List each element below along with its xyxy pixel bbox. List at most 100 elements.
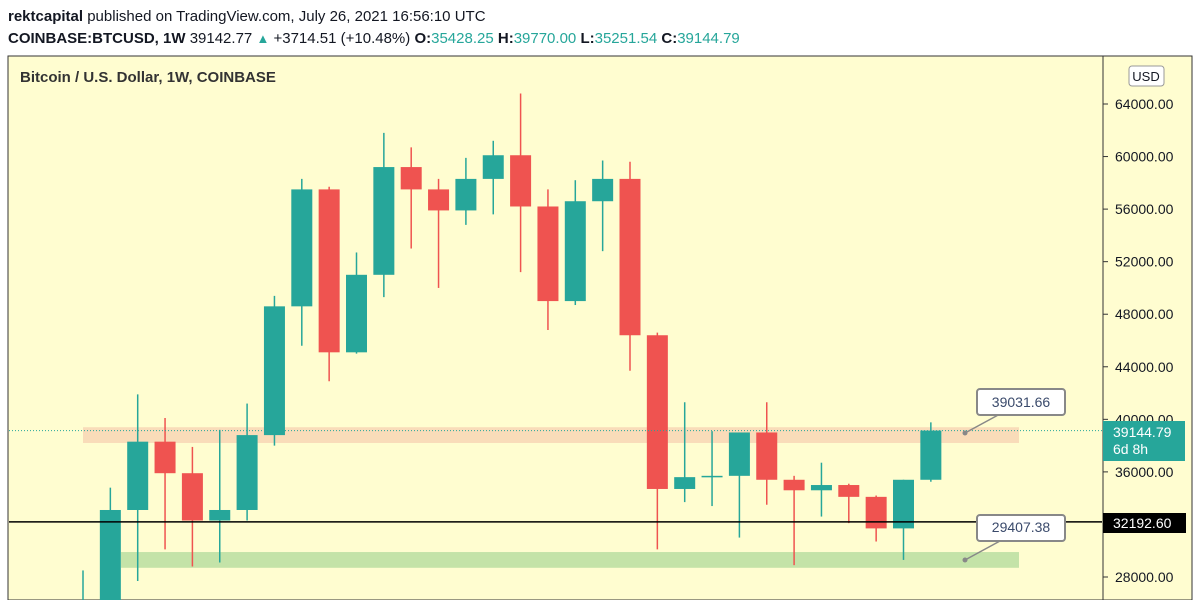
hline-price-label: 32192.60 xyxy=(1113,515,1172,531)
candle xyxy=(920,422,942,482)
candle xyxy=(728,432,750,538)
candle xyxy=(510,93,532,273)
candle-body xyxy=(865,496,887,529)
currency-button[interactable]: USD xyxy=(1128,65,1165,87)
callout-upper-dot xyxy=(962,430,968,436)
candle-body xyxy=(701,475,723,478)
candle-body xyxy=(346,274,367,353)
candles-layer xyxy=(82,93,942,600)
callout-upper[interactable]: 39031.66 xyxy=(962,388,1066,436)
candle-body xyxy=(646,335,668,489)
candle xyxy=(209,429,231,563)
candle xyxy=(482,140,504,215)
candle-body xyxy=(592,178,614,202)
resistance-zone xyxy=(83,427,1019,443)
high-value: 39770.00 xyxy=(513,30,577,47)
candle-body xyxy=(537,206,559,302)
change-value: +3714.51 (+10.48%) xyxy=(273,30,411,47)
y-tick-label: 36000.00 xyxy=(1115,464,1174,480)
candle-body xyxy=(455,178,477,211)
up-triangle-icon: ▲ xyxy=(256,31,270,46)
chart-title: Bitcoin / U.S. Dollar, 1W, COINBASE xyxy=(20,69,276,86)
candle-body xyxy=(373,167,395,275)
candle xyxy=(564,180,586,306)
candle xyxy=(154,418,176,550)
callout-upper-label: 39031.66 xyxy=(992,394,1051,410)
callout-upper-box xyxy=(976,388,1066,416)
close-value: 39144.79 xyxy=(677,30,740,47)
candle xyxy=(236,403,258,521)
symbol-label: COINBASE:BTCUSD, 1W xyxy=(8,30,186,47)
candle-body xyxy=(510,155,532,207)
candle-body xyxy=(209,509,231,521)
candle xyxy=(400,147,422,249)
candle xyxy=(592,160,614,252)
price-axis[interactable] xyxy=(1102,55,1193,600)
candle xyxy=(619,161,641,371)
candle xyxy=(263,295,285,446)
callout-lower-dot xyxy=(962,557,968,563)
y-tick-label: 44000.00 xyxy=(1115,359,1174,375)
candle-body xyxy=(428,189,450,211)
candle-body xyxy=(400,167,422,190)
low-value: 35251.54 xyxy=(594,30,658,47)
support-zone xyxy=(121,552,1019,568)
price-value: 39142.77 xyxy=(189,30,253,47)
hline-price-tag-bg xyxy=(1103,513,1186,533)
callout-lower-label: 29407.38 xyxy=(992,519,1051,535)
candle xyxy=(291,178,313,346)
callout-lower-box xyxy=(976,514,1066,542)
candle xyxy=(701,431,723,507)
last-price-tag: 39144.79 6d 8h xyxy=(1103,421,1185,461)
last-price-tag-bg xyxy=(1103,421,1185,461)
candle-body xyxy=(99,509,121,600)
candle-body xyxy=(263,306,285,436)
candle xyxy=(373,132,395,298)
candle xyxy=(82,570,84,600)
author-name[interactable]: rektcapital xyxy=(8,8,84,25)
candle xyxy=(127,394,149,581)
candle xyxy=(893,479,914,560)
candle xyxy=(318,186,340,382)
close-label: C: xyxy=(661,30,678,47)
candle-body xyxy=(181,473,203,521)
candle-body xyxy=(728,432,750,476)
candle-body xyxy=(810,485,832,491)
y-tick-label: 60000.00 xyxy=(1115,149,1174,165)
candle-body xyxy=(482,155,504,179)
published-text: published on TradingView.com, July 26, 2… xyxy=(87,8,486,25)
candle-body xyxy=(236,435,258,510)
candle-body xyxy=(920,430,942,480)
candle xyxy=(646,332,668,550)
candle xyxy=(674,402,696,503)
plot-background xyxy=(7,55,1104,600)
callout-upper-pointer xyxy=(964,413,1001,434)
hline-price-tag: 32192.60 xyxy=(1103,513,1186,533)
candle-body xyxy=(154,441,176,474)
currency-button-label: USD xyxy=(1132,69,1159,84)
candle-body xyxy=(783,479,805,491)
countdown-label: 6d 8h xyxy=(1113,441,1148,457)
candle-body xyxy=(756,432,778,480)
overlays-layer xyxy=(9,430,1102,523)
candle xyxy=(99,487,121,600)
high-label: H: xyxy=(497,30,514,47)
open-value: 35428.25 xyxy=(431,30,494,47)
candle-body xyxy=(291,189,313,307)
y-tick-label: 56000.00 xyxy=(1115,201,1174,217)
candle-body xyxy=(893,479,914,529)
candle xyxy=(810,462,832,517)
callout-lower[interactable]: 29407.38 xyxy=(962,514,1066,563)
last-price-label: 39144.79 xyxy=(1113,424,1172,440)
candle-body xyxy=(564,201,586,302)
candle-body xyxy=(619,178,641,336)
callout-lower-pointer xyxy=(964,540,1001,561)
candle xyxy=(756,402,778,505)
candle-body xyxy=(318,189,340,353)
y-tick-label: 48000.00 xyxy=(1115,306,1174,322)
header-line-1: rektcapital published on TradingView.com… xyxy=(8,6,740,28)
y-tick-label: 52000.00 xyxy=(1115,254,1174,270)
y-ticks: 28000.0036000.0040000.0044000.0048000.00… xyxy=(1103,96,1174,585)
candle-body xyxy=(674,477,696,489)
